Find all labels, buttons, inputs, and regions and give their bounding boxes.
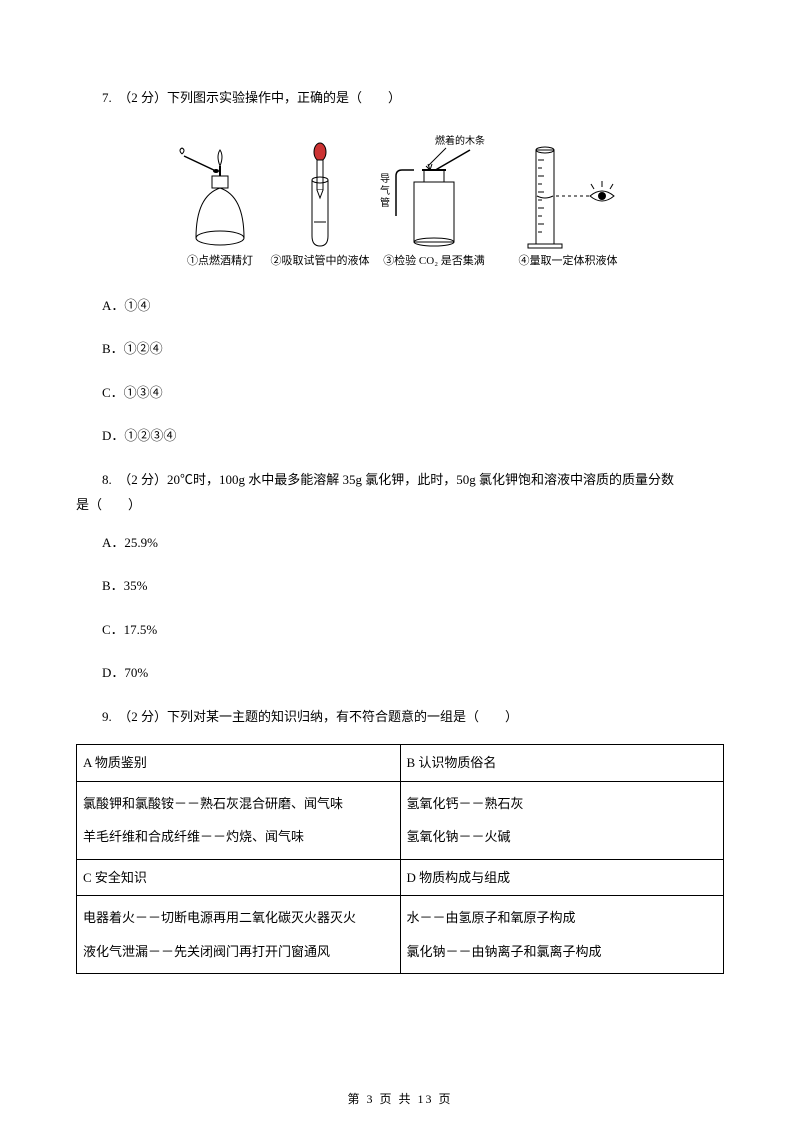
label-guide-tube-1: 导 xyxy=(380,173,390,185)
q8-option-b: B．35% xyxy=(76,576,724,596)
cell-text: 羊毛纤维和合成纤维－－灼烧、闻气味 xyxy=(83,827,394,847)
cell-c-header: C 安全知识 xyxy=(77,859,401,896)
caption-4: ④量取一定体积液体 xyxy=(519,253,618,267)
q9-table: A 物质鉴别 B 认识物质俗名 氯酸钾和氯酸铵－－熟石灰混合研磨、闻气味 羊毛纤… xyxy=(76,744,724,974)
cell-a-header: A 物质鉴别 xyxy=(77,745,401,782)
q7-stem: 7. （2 分）下列图示实验操作中，正确的是（ ） xyxy=(76,88,724,108)
question-8: 8. （2 分）20℃时，100g 水中最多能溶解 35g 氯化钾，此时，50g… xyxy=(76,470,724,683)
diagram-graduated-cylinder xyxy=(528,147,614,248)
cell-text: 氢氧化钙－－熟石灰 xyxy=(407,794,718,814)
cell-text: 电器着火－－切断电源再用二氧化碳灭火器灭火 xyxy=(83,908,394,928)
label-burning-stick: 燃着的木条 xyxy=(435,134,485,147)
question-7: 7. （2 分）下列图示实验操作中，正确的是（ ） xyxy=(76,88,724,446)
table-row: 氯酸钾和氯酸铵－－熟石灰混合研磨、闻气味 羊毛纤维和合成纤维－－灼烧、闻气味 氢… xyxy=(77,781,724,859)
q7-option-d: D．①②③④ xyxy=(76,426,724,446)
cell-b-header: B 认识物质俗名 xyxy=(400,745,724,782)
cell-a-body: 氯酸钾和氯酸铵－－熟石灰混合研磨、闻气味 羊毛纤维和合成纤维－－灼烧、闻气味 xyxy=(77,781,401,859)
table-row: A 物质鉴别 B 认识物质俗名 xyxy=(77,745,724,782)
q7-option-c: C．①③④ xyxy=(76,383,724,403)
q8-stem-line1: 8. （2 分）20℃时，100g 水中最多能溶解 35g 氯化钾，此时，50g… xyxy=(76,470,724,490)
q8-stem-line2: 是（ ） xyxy=(76,495,724,515)
q9-stem: 9. （2 分）下列对某一主题的知识归纳，有不符合题意的一组是（ ） xyxy=(76,707,724,727)
table-row: C 安全知识 D 物质构成与组成 xyxy=(77,859,724,896)
label-guide-tube-3: 管 xyxy=(380,196,390,209)
caption-2: ②吸取试管中的液体 xyxy=(271,253,370,267)
question-9: 9. （2 分）下列对某一主题的知识归纳，有不符合题意的一组是（ ） A 物质鉴… xyxy=(76,707,724,975)
cell-d-body: 水－－由氢原子和氧原子构成 氯化钠－－由钠离子和氯离子构成 xyxy=(400,896,724,974)
q7-option-b: B．①②④ xyxy=(76,339,724,359)
q8-option-a: A．25.9% xyxy=(76,533,724,553)
cell-b-body: 氢氧化钙－－熟石灰 氢氧化钠－－火碱 xyxy=(400,781,724,859)
page-footer: 第 3 页 共 13 页 xyxy=(0,1090,800,1108)
q7-diagram: 燃着的木条 导 气 管 xyxy=(76,126,724,276)
q7-option-a: A．①④ xyxy=(76,296,724,316)
cell-text: 水－－由氢原子和氧原子构成 xyxy=(407,908,718,928)
cell-d-header: D 物质构成与组成 xyxy=(400,859,724,896)
diagram-co2-bottle: 燃着的木条 导 气 管 xyxy=(380,134,485,246)
cell-c-body: 电器着火－－切断电源再用二氧化碳灭火器灭火 液化气泄漏－－先关闭阀门再打开门窗通… xyxy=(77,896,401,974)
caption-3: ③检验 CO₂ 是否集满 xyxy=(383,253,485,267)
table-row: 电器着火－－切断电源再用二氧化碳灭火器灭火 液化气泄漏－－先关闭阀门再打开门窗通… xyxy=(77,896,724,974)
label-guide-tube-2: 气 xyxy=(380,184,390,197)
q8-option-d: D．70% xyxy=(76,663,724,683)
q8-option-c: C．17.5% xyxy=(76,620,724,640)
caption-1: ①点燃酒精灯 xyxy=(187,253,253,267)
cell-text: 氢氧化钠－－火碱 xyxy=(407,827,718,847)
diagram-dropper-tube xyxy=(312,143,328,246)
cell-text: 氯化钠－－由钠离子和氯离子构成 xyxy=(407,942,718,962)
cell-text: 液化气泄漏－－先关闭阀门再打开门窗通风 xyxy=(83,942,394,962)
cell-text: 氯酸钾和氯酸铵－－熟石灰混合研磨、闻气味 xyxy=(83,794,394,814)
diagram-alcohol-lamp xyxy=(180,148,244,245)
